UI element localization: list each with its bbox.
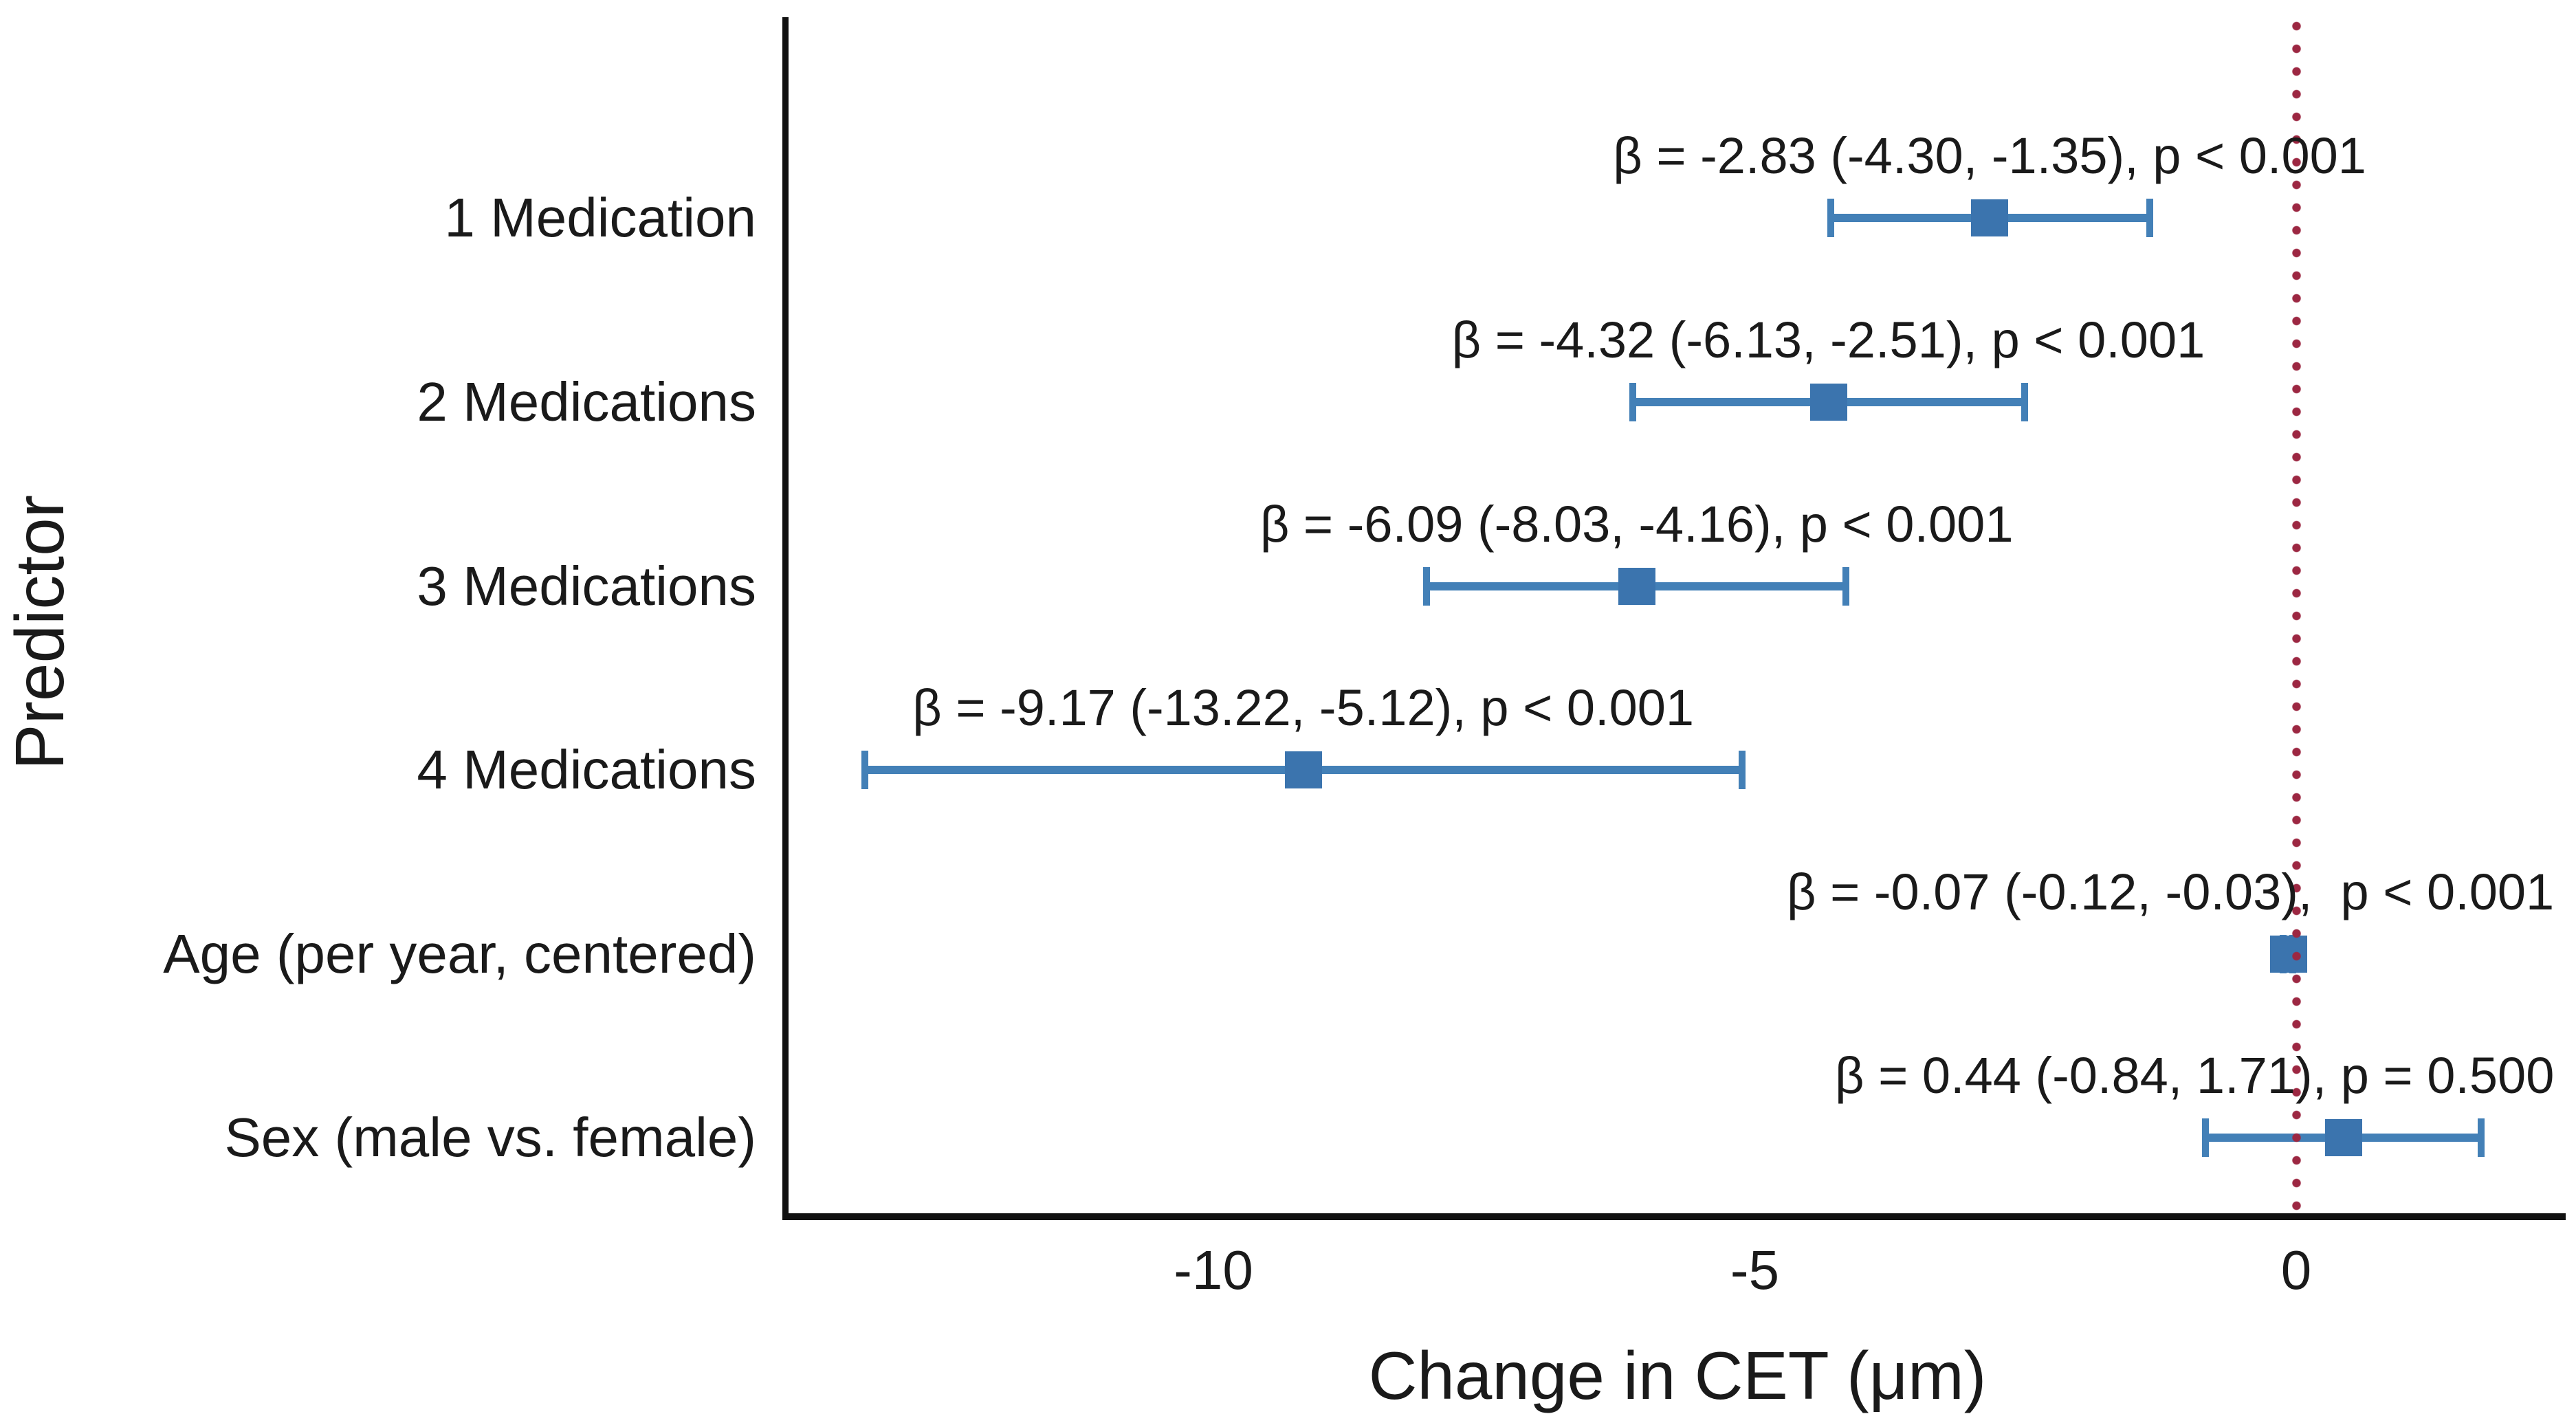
- beta-annotation-3: β = -6.09 (-8.03, -4.16), p < 0.001: [1259, 495, 2014, 553]
- ci-cap-high-1: [2146, 199, 2154, 238]
- beta-annotation-5: β = -0.07 (-0.12, -0.03), p < 0.001: [1787, 863, 2555, 920]
- beta-marker-2: [1809, 384, 1847, 421]
- beta-marker-6: [2325, 1119, 2363, 1157]
- row-label-2: 2 Medications: [417, 371, 756, 432]
- row-label-3: 3 Medications: [417, 555, 756, 617]
- x-tick--10: -10: [1174, 1239, 1253, 1301]
- beta-marker-1: [1971, 199, 2009, 237]
- ci-cap-low-4: [861, 751, 868, 790]
- ci-cap-high-6: [2478, 1118, 2485, 1158]
- ci-cap-low-1: [1827, 199, 1834, 238]
- row-label-4: 4 Medications: [417, 739, 756, 801]
- x-axis-title: Change in CET (μm): [1368, 1338, 1987, 1413]
- row-label-5: Age (per year, centered): [163, 923, 756, 984]
- ci-cap-high-3: [1842, 566, 1849, 606]
- beta-marker-5: [2269, 935, 2307, 973]
- ci-cap-high-4: [1738, 751, 1746, 790]
- x-tick--5: -5: [1730, 1239, 1780, 1301]
- beta-annotation-6: β = 0.44 (-0.84, 1.71), p = 0.500: [1835, 1047, 2555, 1105]
- ci-cap-low-2: [1629, 383, 1636, 421]
- ci-cap-high-2: [2021, 383, 2028, 421]
- beta-marker-4: [1284, 751, 1322, 789]
- beta-annotation-2: β = -4.32 (-6.13, -2.51), p < 0.001: [1451, 311, 2205, 368]
- y-axis-title: Predictor: [1, 494, 78, 771]
- zero-reference-line: [2291, 19, 2301, 1213]
- beta-annotation-1: β = -2.83 (-4.30, -1.35), p < 0.001: [1613, 127, 2366, 185]
- beta-annotation-4: β = -9.17 (-13.22, -5.12), p < 0.001: [912, 679, 1695, 737]
- row-label-1: 1 Medication: [444, 187, 756, 249]
- beta-marker-3: [1618, 567, 1655, 605]
- ci-cap-low-3: [1423, 566, 1431, 606]
- y-axis-line: [782, 17, 789, 1220]
- row-label-6: Sex (male vs. female): [224, 1107, 756, 1169]
- ci-cap-low-6: [2201, 1118, 2209, 1158]
- x-tick-0: 0: [2280, 1239, 2312, 1301]
- x-axis-line: [782, 1213, 2566, 1220]
